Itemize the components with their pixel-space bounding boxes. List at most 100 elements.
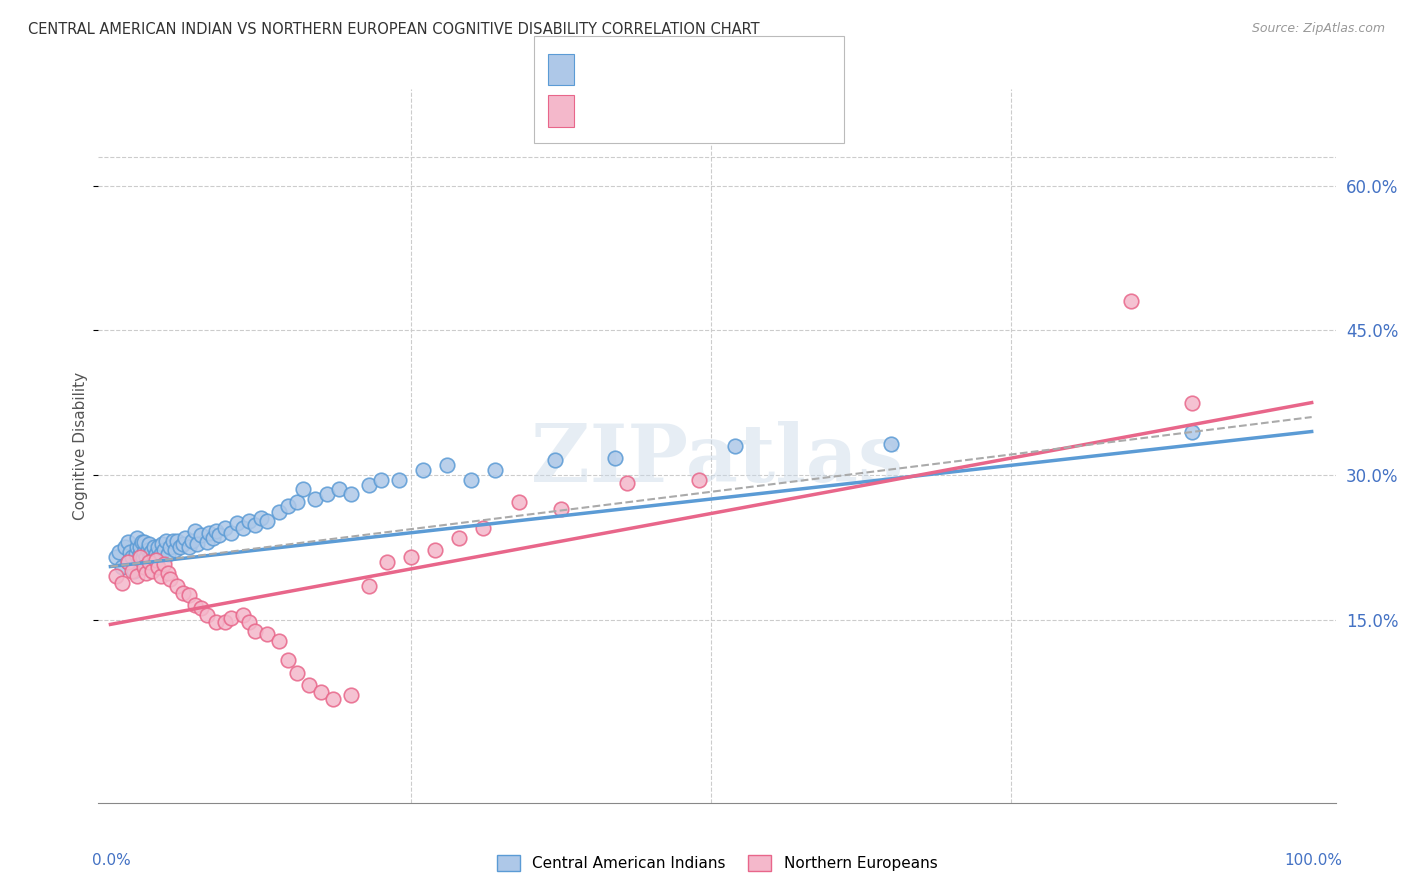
Point — [285, 665, 308, 680]
Point — [108, 545, 131, 559]
Point — [129, 549, 152, 564]
Point — [285, 495, 308, 509]
Point — [205, 615, 228, 629]
Point — [267, 505, 290, 519]
Point — [298, 678, 321, 692]
Point — [162, 533, 184, 548]
Point — [436, 458, 458, 473]
Point — [315, 487, 337, 501]
Point — [195, 607, 218, 622]
Text: Source: ZipAtlas.com: Source: ZipAtlas.com — [1251, 22, 1385, 36]
Point — [135, 566, 157, 581]
Point — [357, 579, 380, 593]
Point — [153, 543, 176, 558]
Point — [135, 549, 157, 564]
Point — [132, 559, 155, 574]
Point — [141, 553, 163, 567]
Point — [339, 688, 361, 702]
Point — [1121, 294, 1143, 309]
Point — [135, 559, 157, 574]
Text: CENTRAL AMERICAN INDIAN VS NORTHERN EUROPEAN COGNITIVE DISABILITY CORRELATION CH: CENTRAL AMERICAN INDIAN VS NORTHERN EURO… — [28, 22, 759, 37]
Point — [219, 610, 242, 624]
Point — [125, 531, 148, 545]
Point — [149, 547, 172, 561]
Point — [129, 547, 152, 561]
Text: N = 80: N = 80 — [686, 60, 744, 74]
Point — [412, 463, 434, 477]
Point — [186, 537, 208, 551]
Point — [304, 491, 326, 506]
Point — [121, 565, 143, 579]
Point — [153, 557, 176, 571]
Point — [157, 547, 180, 561]
Point — [1180, 425, 1202, 439]
Point — [159, 572, 181, 586]
Text: ZIPatlas: ZIPatlas — [531, 421, 903, 500]
Point — [225, 516, 247, 530]
Point — [183, 524, 205, 538]
Point — [339, 487, 361, 501]
Point — [232, 607, 254, 622]
Text: 0.0%: 0.0% — [93, 853, 131, 868]
Point — [447, 531, 470, 545]
Point — [616, 475, 638, 490]
Point — [201, 531, 224, 545]
Point — [141, 545, 163, 559]
Point — [166, 579, 188, 593]
Point — [880, 437, 903, 451]
Point — [205, 524, 228, 538]
Point — [148, 541, 170, 555]
Point — [157, 566, 180, 581]
Point — [357, 477, 380, 491]
Text: R = 0.412: R = 0.412 — [585, 104, 661, 119]
Point — [291, 483, 314, 497]
Point — [129, 541, 152, 555]
Point — [132, 549, 155, 564]
Point — [142, 541, 165, 555]
Point — [724, 439, 747, 453]
Point — [322, 691, 344, 706]
Point — [243, 624, 266, 639]
Point — [125, 569, 148, 583]
Point — [277, 499, 299, 513]
Point — [238, 514, 260, 528]
Point — [117, 555, 139, 569]
Point — [132, 545, 155, 559]
Point — [165, 543, 187, 558]
Point — [267, 633, 290, 648]
Point — [1180, 395, 1202, 409]
Point — [328, 483, 350, 497]
Point — [118, 545, 141, 559]
Point — [111, 576, 134, 591]
Point — [508, 495, 530, 509]
Point — [219, 525, 242, 540]
Point — [238, 615, 260, 629]
Point — [256, 514, 278, 528]
Point — [370, 473, 392, 487]
Point — [190, 527, 212, 541]
Point — [190, 601, 212, 615]
Point — [249, 511, 271, 525]
Point — [124, 565, 146, 579]
Point — [388, 473, 411, 487]
Point — [145, 547, 167, 561]
Point — [117, 535, 139, 549]
Point — [550, 501, 572, 516]
Point — [136, 543, 159, 558]
Point — [256, 627, 278, 641]
Point — [105, 549, 128, 564]
Legend: Central American Indians, Northern Europeans: Central American Indians, Northern Europ… — [491, 849, 943, 877]
Point — [399, 549, 422, 564]
Point — [121, 549, 143, 564]
Point — [243, 518, 266, 533]
Point — [195, 535, 218, 549]
Point — [174, 531, 197, 545]
Point — [484, 463, 506, 477]
Text: 100.0%: 100.0% — [1284, 853, 1341, 868]
Point — [177, 541, 200, 555]
Point — [125, 541, 148, 555]
Point — [124, 547, 146, 561]
Point — [207, 527, 229, 541]
Point — [183, 598, 205, 612]
Point — [166, 533, 188, 548]
